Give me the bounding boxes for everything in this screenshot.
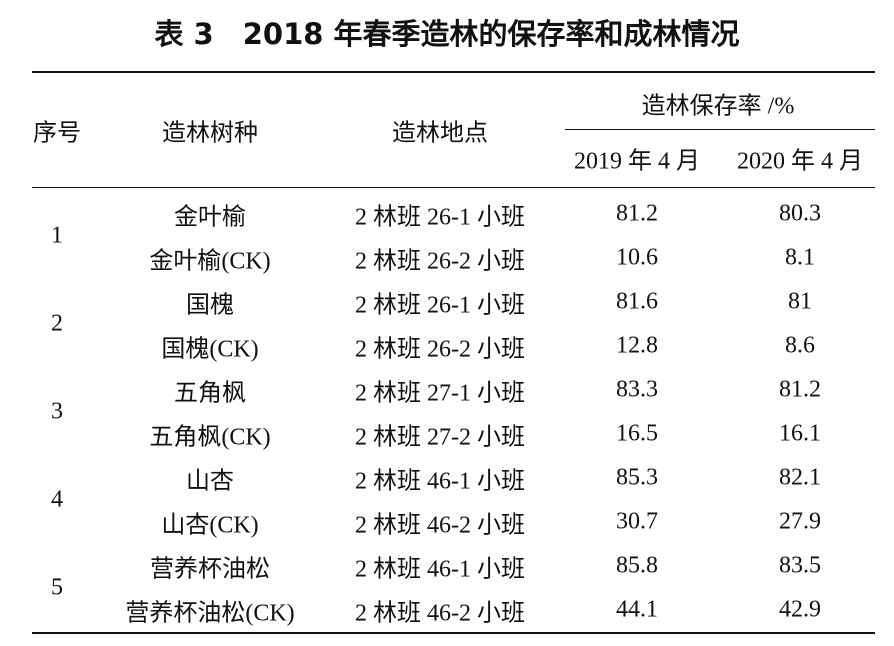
location-cell: 2 林班 46-2 小班 (355, 600, 525, 627)
header-rule (32, 187, 875, 188)
header-cell: 造林地点 (392, 120, 488, 147)
table-title: 表 3 2018 年春季造林的保存率和成林情况 (154, 17, 740, 51)
rate-cell: 81 (788, 288, 812, 315)
rate-cell: 82.1 (779, 464, 821, 491)
number-cell: 1 (51, 222, 63, 249)
number-cell: 5 (51, 574, 63, 601)
bottom-rule (32, 632, 875, 634)
species-cell: 五角枫 (174, 380, 246, 407)
rate-cell: 8.6 (785, 332, 815, 359)
header-cell: 造林保存率 /% (641, 93, 795, 120)
location-cell: 2 林班 26-1 小班 (355, 292, 525, 319)
species-cell: 营养杯油松 (150, 556, 270, 583)
rate-cell: 12.8 (616, 332, 658, 359)
rate-cell: 81.6 (616, 288, 658, 315)
top-rule (32, 71, 875, 73)
rate-cell: 83.5 (779, 552, 821, 579)
header-cell: 2020 年 4 月 (737, 148, 863, 175)
species-cell: 金叶榆 (174, 204, 246, 231)
rate-cell: 81.2 (616, 200, 658, 227)
rate-cell: 30.7 (616, 508, 658, 535)
rate-cell: 16.5 (616, 420, 658, 447)
number-cell: 3 (51, 398, 63, 425)
location-cell: 2 林班 26-2 小班 (355, 248, 525, 275)
location-cell: 2 林班 46-1 小班 (355, 468, 525, 495)
location-cell: 2 林班 27-2 小班 (355, 424, 525, 451)
species-cell: 国槐 (186, 292, 234, 319)
number-cell: 2 (51, 310, 63, 337)
location-cell: 2 林班 46-2 小班 (355, 512, 525, 539)
location-cell: 2 林班 46-1 小班 (355, 556, 525, 583)
rate-cell: 85.3 (616, 464, 658, 491)
rate-cell: 27.9 (779, 508, 821, 535)
species-cell: 山杏 (186, 468, 234, 495)
header-cell: 2019 年 4 月 (574, 148, 700, 175)
species-cell: 营养杯油松(CK) (125, 600, 295, 627)
location-cell: 2 林班 26-1 小班 (355, 204, 525, 231)
rate-cell: 10.6 (616, 244, 658, 271)
header-cell: 造林树种 (162, 120, 258, 147)
rate-cell: 83.3 (616, 376, 658, 403)
species-cell: 国槐(CK) (161, 336, 259, 363)
location-cell: 2 林班 27-1 小班 (355, 380, 525, 407)
species-cell: 山杏(CK) (161, 512, 259, 539)
rate-cell: 85.8 (616, 552, 658, 579)
rate-cell: 16.1 (779, 420, 821, 447)
species-cell: 金叶榆(CK) (149, 248, 271, 275)
rate-cell: 81.2 (779, 376, 821, 403)
number-cell: 4 (51, 486, 63, 513)
rate-cell: 44.1 (616, 596, 658, 623)
location-cell: 2 林班 26-2 小班 (355, 336, 525, 363)
rate-cell: 42.9 (779, 596, 821, 623)
header-subrule (565, 129, 875, 130)
rate-cell: 8.1 (785, 244, 815, 271)
species-cell: 五角枫(CK) (149, 424, 271, 451)
rate-cell: 80.3 (779, 200, 821, 227)
header-cell: 序号 (33, 120, 81, 147)
